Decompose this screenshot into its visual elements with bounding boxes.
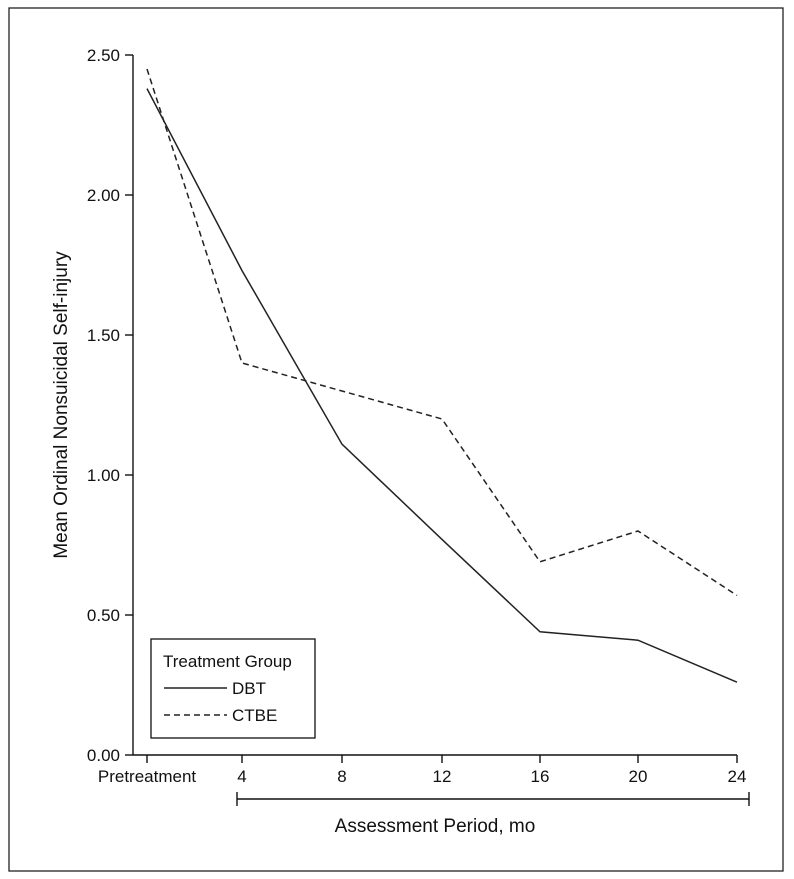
axes: [132, 55, 737, 756]
legend: Treatment Group DBT CTBE: [150, 638, 316, 739]
x-tick-label: Pretreatment: [98, 767, 197, 786]
series-line-ctbe: [146, 68, 738, 597]
x-tick-label: 12: [433, 767, 452, 786]
figure-frame: [8, 7, 784, 872]
y-tick-label: 1.50: [87, 326, 120, 345]
x-axis-title: Assessment Period, mo: [335, 816, 536, 837]
y-tick-label: 1.00: [87, 466, 120, 485]
x-tick-label: 4: [237, 767, 246, 786]
x-tick-label: 8: [337, 767, 346, 786]
y-tick-label: 2.50: [87, 46, 120, 65]
assessment-period-bracket: [236, 792, 750, 806]
x-tick-label: 24: [728, 767, 747, 786]
series-line-dbt: [146, 88, 738, 683]
x-tick-label: 16: [531, 767, 550, 786]
y-tick-label: 0.00: [87, 746, 120, 765]
legend-title: Treatment Group: [163, 652, 292, 671]
legend-label-dbt: DBT: [232, 679, 266, 698]
legend-label-ctbe: CTBE: [232, 706, 277, 725]
x-ticks: Pretreatment 4 8 12 16 20 24: [98, 755, 747, 786]
series-lines: [146, 68, 738, 683]
y-ticks: 0.00 0.50 1.00 1.50 2.00 2.50: [87, 46, 133, 765]
y-tick-label: 2.00: [87, 186, 120, 205]
y-tick-label: 0.50: [87, 606, 120, 625]
x-tick-label: 20: [629, 767, 648, 786]
y-axis-title: Mean Ordinal Nonsuicidal Self-injury: [51, 251, 72, 559]
